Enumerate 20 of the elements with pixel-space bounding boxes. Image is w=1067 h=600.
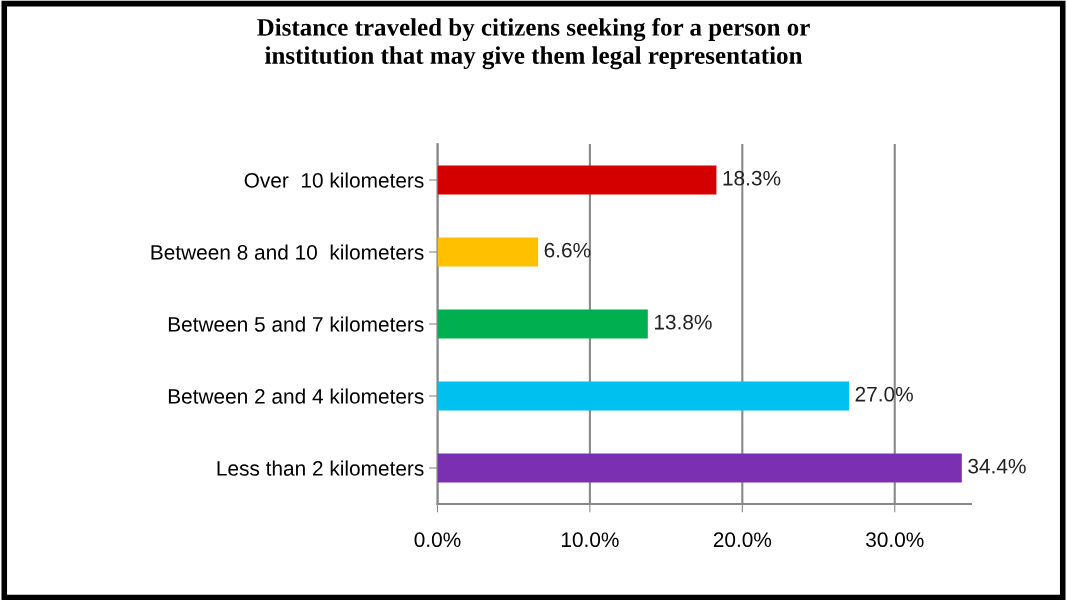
data-label: 18.3% [723,170,781,186]
y-tick-label: Between 8 and 10 kilometers [151,244,424,260]
bar [437,381,850,411]
x-tick-label: 10.0% [561,532,619,548]
y-tick-label: Less than 2 kilometers [217,460,424,476]
bar [437,309,648,339]
data-label: 34.4% [968,458,1026,474]
data-label: 6.6% [544,242,591,258]
x-tick-label: 0.0% [414,532,461,548]
y-tick-label: Between 2 and 4 kilometers [168,388,424,404]
x-tick-label: 30.0% [866,532,924,548]
chart-title: Distance traveled by citizens seeking for a person or institution that may give them legal representation [257,18,810,70]
y-tick-label: Between 5 and 7 kilometers [168,316,424,332]
bar [437,453,962,483]
data-label: 13.8% [654,314,712,330]
y-tick-label: Over 10 kilometers [244,172,424,188]
bar [437,237,539,267]
x-tick-label: 20.0% [713,532,772,548]
data-label: 27.0% [855,386,913,402]
bar [437,165,717,195]
